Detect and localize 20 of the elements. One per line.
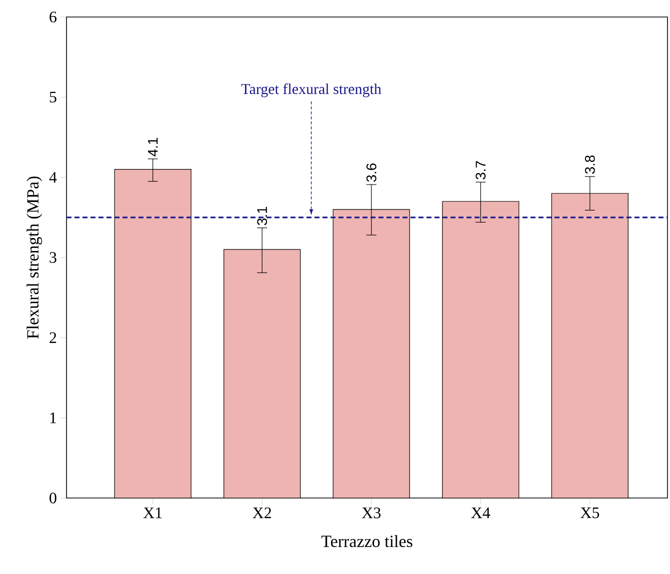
- y-tick-label: 6: [50, 12, 56, 22]
- data-label: 3.6: [366, 164, 376, 182]
- y-tick-label: 0: [50, 492, 56, 504]
- x-tick-label: X3: [362, 508, 381, 518]
- y-axis-title: Flexural strength (MPa): [26, 176, 42, 339]
- y-tick-label: 3: [50, 252, 56, 263]
- x-tick-label: X1: [143, 508, 162, 518]
- x-tick-label: X5: [580, 508, 600, 518]
- x-tick-label: X4: [471, 508, 490, 518]
- data-label: 4.1: [148, 138, 158, 156]
- ref-line-label: Target flexural strength: [241, 83, 382, 98]
- data-label: 3.7: [476, 161, 486, 180]
- y-tick-label: 5: [50, 92, 56, 102]
- x-tick-label: X2: [252, 508, 271, 518]
- y-tick-label: 2: [50, 332, 56, 343]
- y-tick-label: 4: [49, 172, 57, 183]
- x-axis-title: Terrazzo tiles: [321, 535, 412, 548]
- y-tick-label: 1: [50, 412, 56, 424]
- data-label: 3.1: [257, 206, 268, 226]
- data-label: 3.8: [584, 155, 595, 174]
